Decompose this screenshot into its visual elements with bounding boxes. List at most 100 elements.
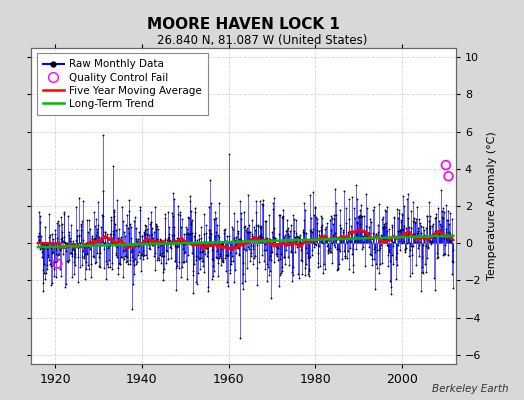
Point — [199, 263, 207, 269]
Point — [325, 237, 333, 243]
Point — [35, 237, 43, 244]
Point — [293, 244, 301, 250]
Point — [317, 213, 325, 219]
Point — [190, 232, 199, 239]
Point — [166, 244, 174, 250]
Point — [373, 246, 381, 253]
Point — [86, 238, 94, 244]
Point — [153, 257, 161, 263]
Point — [346, 234, 355, 241]
Point — [326, 245, 334, 252]
Point — [125, 261, 134, 267]
Point — [249, 260, 258, 267]
Point — [277, 270, 286, 276]
Point — [69, 241, 78, 247]
Point — [365, 244, 374, 250]
Point — [390, 215, 398, 221]
Point — [103, 264, 112, 270]
Point — [435, 221, 444, 228]
Point — [316, 226, 325, 233]
Point — [406, 272, 414, 279]
Point — [229, 258, 237, 264]
Point — [224, 238, 233, 245]
Point — [135, 228, 144, 235]
Point — [194, 254, 202, 260]
Point — [299, 230, 308, 236]
Point — [34, 233, 42, 239]
Point — [382, 208, 390, 214]
Point — [239, 245, 248, 252]
Point — [365, 236, 374, 242]
Point — [112, 252, 120, 258]
Point — [393, 206, 401, 212]
Point — [378, 214, 387, 220]
Point — [402, 240, 411, 246]
Point — [304, 271, 312, 277]
Point — [346, 245, 354, 252]
Point — [432, 250, 441, 256]
Point — [184, 230, 193, 236]
Point — [192, 278, 200, 285]
Point — [144, 238, 152, 244]
Point — [339, 227, 347, 234]
Point — [188, 230, 196, 236]
Point — [71, 261, 79, 268]
Point — [216, 253, 224, 259]
Point — [328, 260, 336, 266]
Point — [439, 252, 447, 258]
Point — [359, 239, 368, 245]
Point — [39, 287, 47, 294]
Point — [362, 191, 370, 198]
Point — [396, 226, 405, 233]
Point — [402, 245, 411, 251]
Point — [329, 232, 337, 238]
Point — [348, 268, 357, 275]
Point — [250, 224, 259, 230]
Point — [44, 252, 52, 258]
Point — [296, 241, 304, 247]
Point — [291, 234, 299, 240]
Point — [335, 246, 343, 252]
Point — [315, 232, 324, 238]
Point — [145, 232, 154, 238]
Point — [288, 239, 297, 245]
Point — [121, 247, 129, 254]
Point — [217, 261, 225, 268]
Point — [181, 240, 189, 247]
Point — [354, 226, 363, 232]
Point — [79, 237, 87, 243]
Point — [237, 237, 245, 244]
Point — [367, 252, 375, 258]
Point — [116, 261, 124, 268]
Point — [349, 246, 357, 252]
Point — [133, 259, 141, 265]
Point — [185, 198, 194, 204]
Point — [442, 202, 451, 208]
Point — [101, 229, 110, 235]
Point — [405, 232, 413, 239]
Point — [396, 228, 404, 234]
Point — [182, 224, 190, 230]
Point — [362, 230, 370, 236]
Point — [354, 214, 362, 220]
Point — [189, 268, 197, 274]
Point — [312, 214, 320, 220]
Point — [202, 230, 210, 236]
Point — [434, 230, 443, 237]
Point — [96, 250, 104, 256]
Point — [218, 241, 226, 247]
Point — [392, 255, 400, 262]
Point — [374, 229, 382, 235]
Point — [369, 230, 377, 236]
Point — [173, 235, 181, 242]
Point — [195, 255, 204, 261]
Point — [162, 247, 171, 253]
Point — [111, 227, 119, 233]
Point — [139, 229, 148, 236]
Point — [394, 215, 402, 222]
Point — [60, 209, 69, 216]
Point — [308, 229, 316, 235]
Point — [264, 236, 272, 243]
Point — [388, 224, 396, 231]
Point — [242, 246, 250, 253]
